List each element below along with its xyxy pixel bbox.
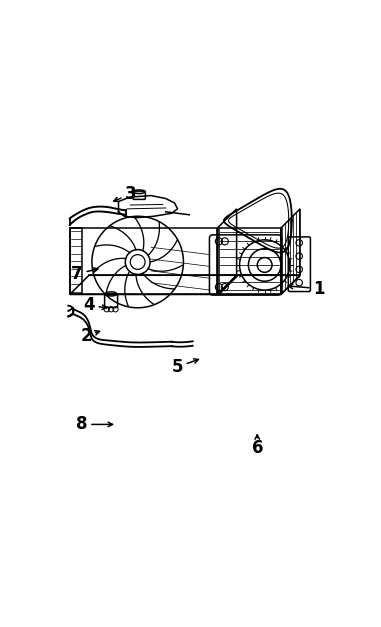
Text: 4: 4 xyxy=(83,297,95,314)
Text: 1: 1 xyxy=(314,280,325,298)
Text: 7: 7 xyxy=(71,265,83,283)
Text: 3: 3 xyxy=(125,185,136,203)
Text: 2: 2 xyxy=(80,327,92,345)
Text: 5: 5 xyxy=(172,358,183,376)
Text: 8: 8 xyxy=(76,416,87,433)
Text: 6: 6 xyxy=(251,439,263,457)
